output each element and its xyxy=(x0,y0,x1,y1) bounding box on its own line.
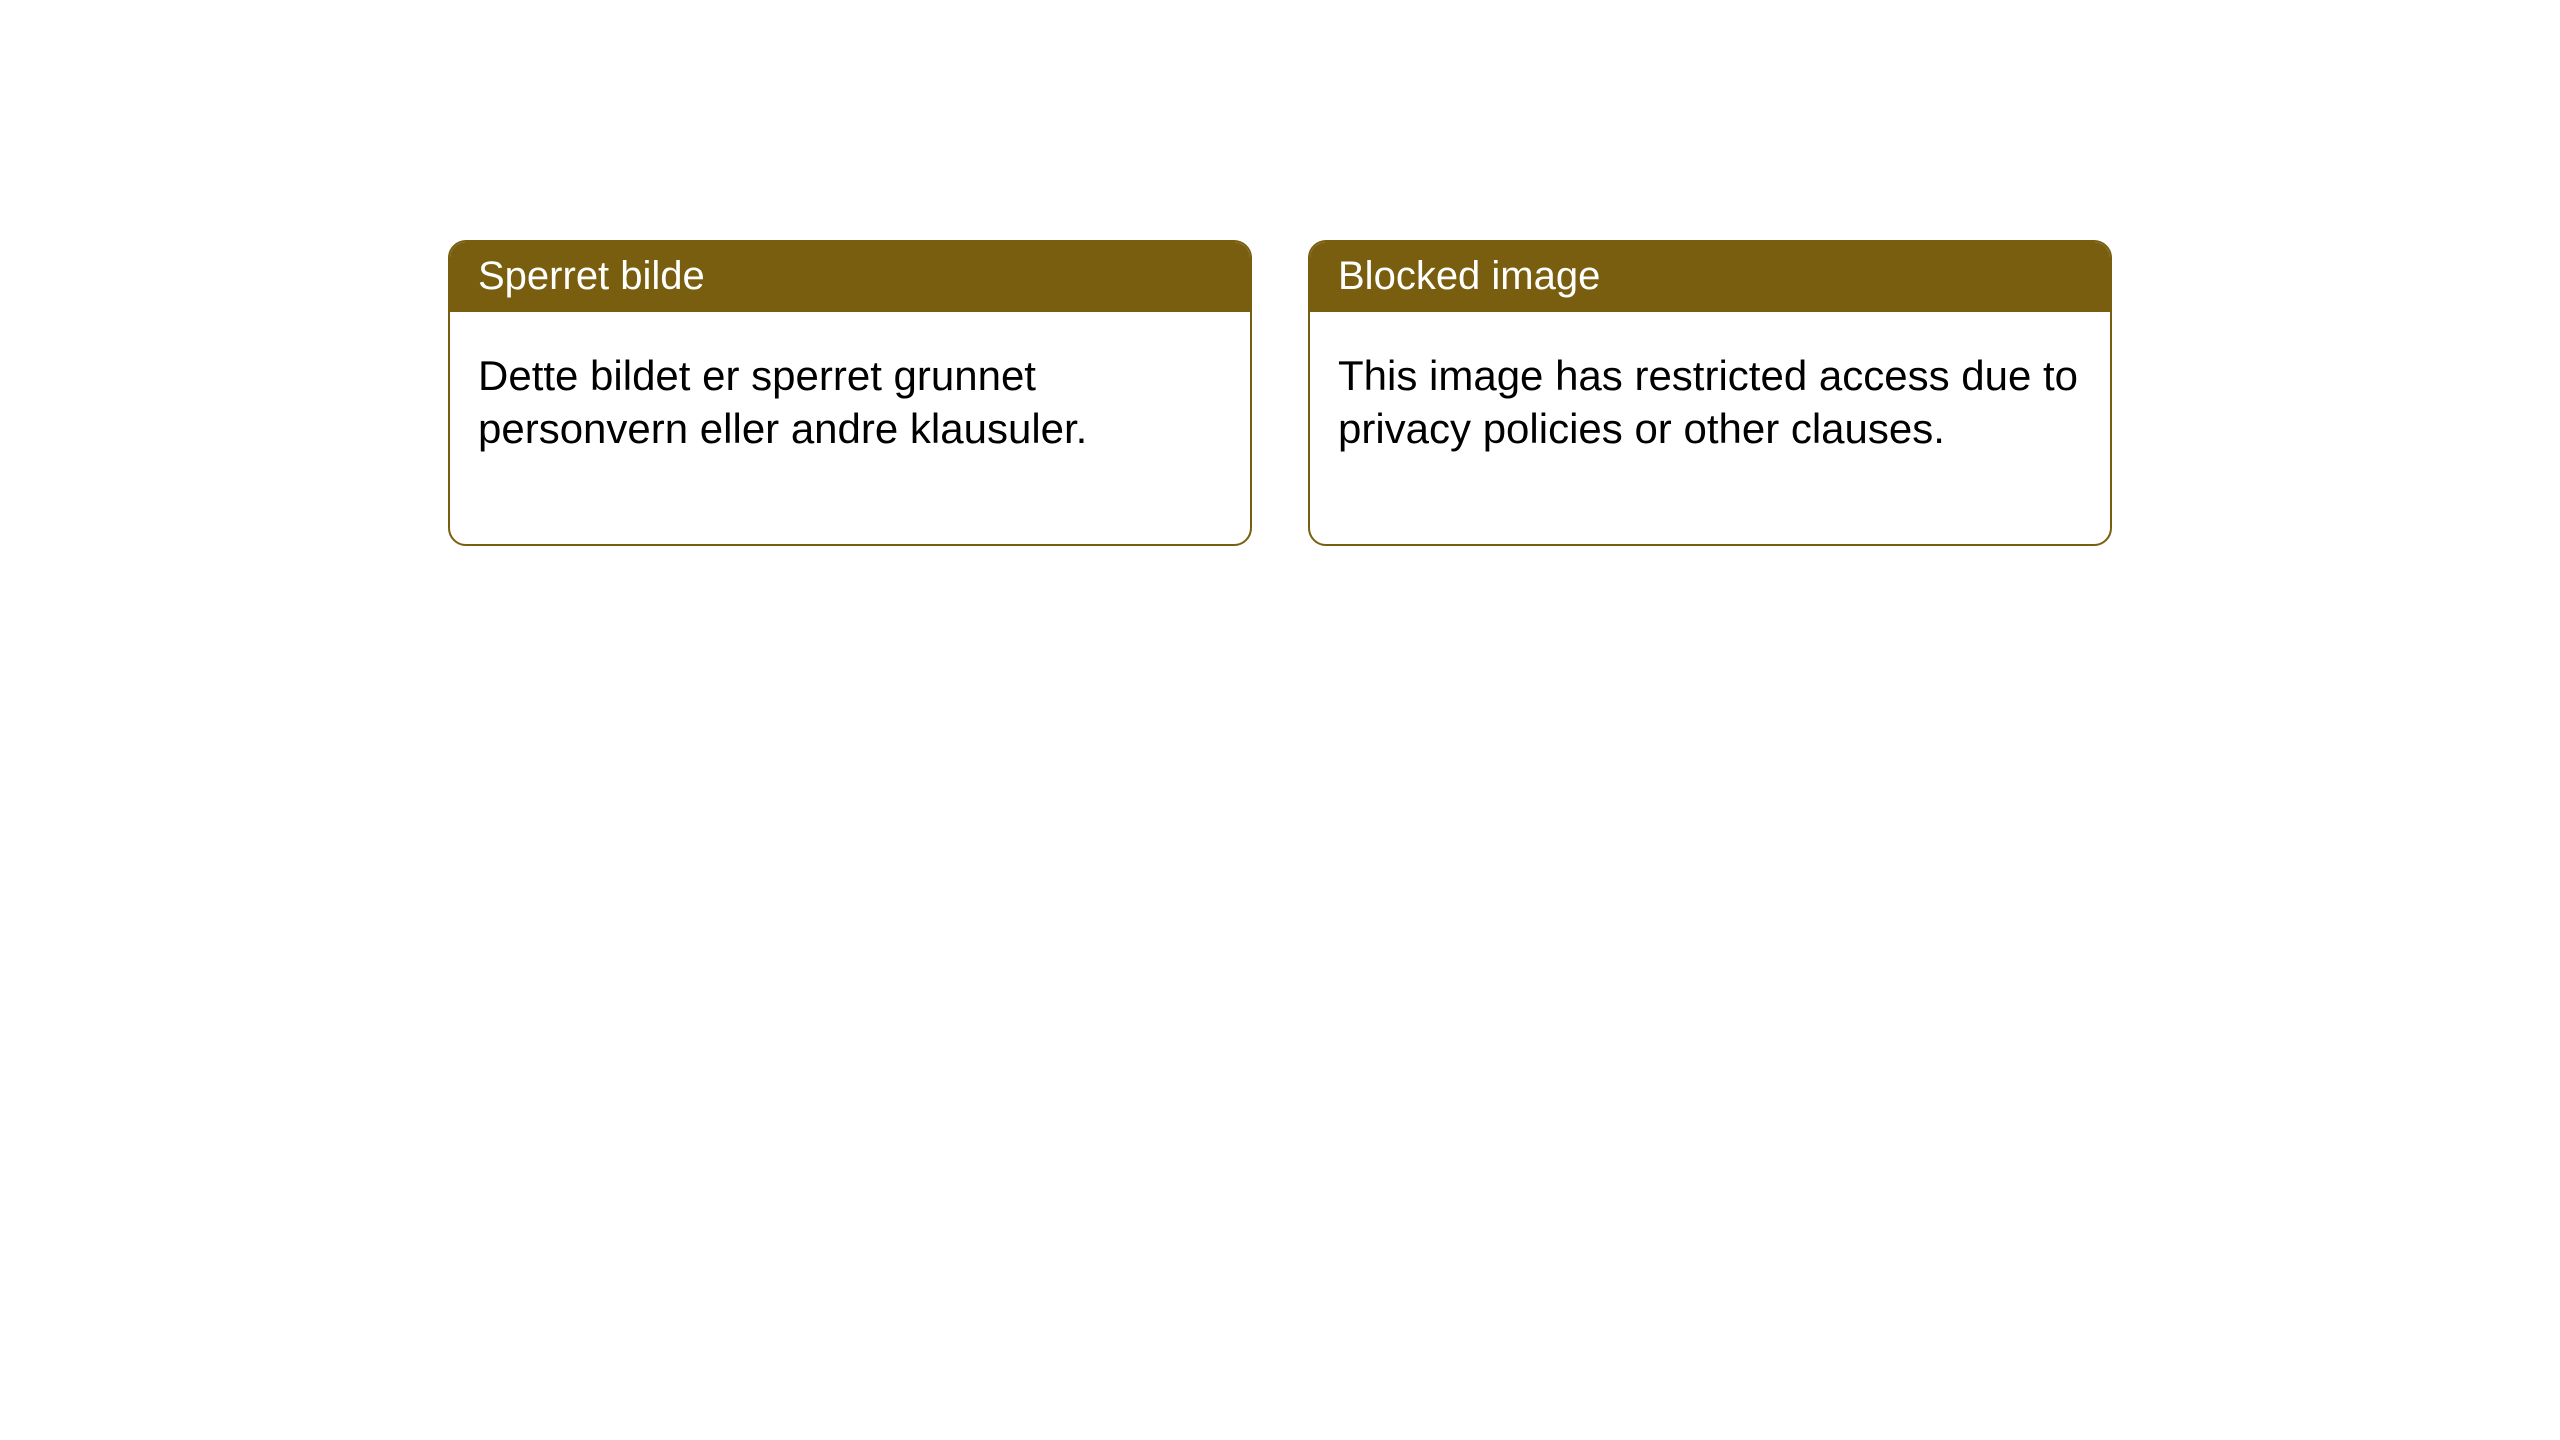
card-title-text: Blocked image xyxy=(1338,254,1600,298)
card-body: This image has restricted access due to … xyxy=(1310,312,2110,544)
card-body-text: This image has restricted access due to … xyxy=(1338,352,2078,452)
card-body: Dette bildet er sperret grunnet personve… xyxy=(450,312,1250,544)
card-body-text: Dette bildet er sperret grunnet personve… xyxy=(478,352,1087,452)
card-header: Blocked image xyxy=(1310,242,2110,312)
card-title-text: Sperret bilde xyxy=(478,254,705,298)
notice-card-norwegian: Sperret bilde Dette bildet er sperret gr… xyxy=(448,240,1252,546)
notice-card-english: Blocked image This image has restricted … xyxy=(1308,240,2112,546)
notice-card-container: Sperret bilde Dette bildet er sperret gr… xyxy=(0,0,2560,546)
card-header: Sperret bilde xyxy=(450,242,1250,312)
